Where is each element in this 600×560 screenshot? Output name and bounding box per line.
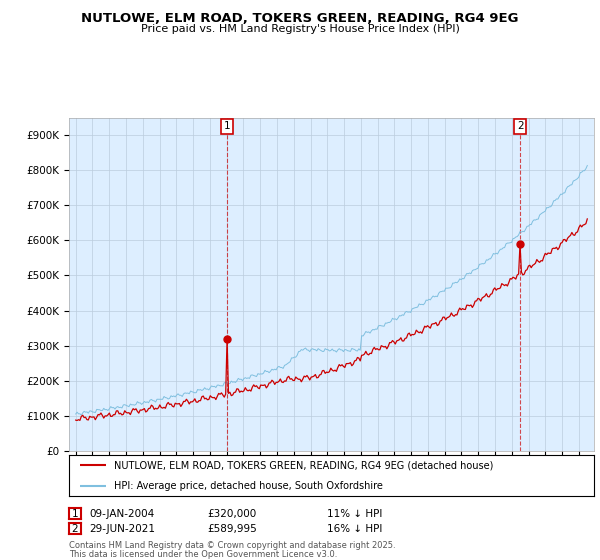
Text: 2: 2	[517, 121, 524, 131]
Text: £320,000: £320,000	[207, 508, 256, 519]
Text: £589,995: £589,995	[207, 524, 257, 534]
Text: Contains HM Land Registry data © Crown copyright and database right 2025.: Contains HM Land Registry data © Crown c…	[69, 542, 395, 550]
Text: NUTLOWE, ELM ROAD, TOKERS GREEN, READING, RG4 9EG: NUTLOWE, ELM ROAD, TOKERS GREEN, READING…	[81, 12, 519, 25]
Text: This data is licensed under the Open Government Licence v3.0.: This data is licensed under the Open Gov…	[69, 550, 337, 559]
Text: 09-JAN-2004: 09-JAN-2004	[89, 508, 155, 519]
Text: 2: 2	[71, 524, 79, 534]
Text: Price paid vs. HM Land Registry's House Price Index (HPI): Price paid vs. HM Land Registry's House …	[140, 24, 460, 34]
Text: 16% ↓ HPI: 16% ↓ HPI	[327, 524, 382, 534]
Text: HPI: Average price, detached house, South Oxfordshire: HPI: Average price, detached house, Sout…	[113, 480, 383, 491]
Text: 11% ↓ HPI: 11% ↓ HPI	[327, 508, 382, 519]
Text: 29-JUN-2021: 29-JUN-2021	[89, 524, 155, 534]
Text: 1: 1	[71, 508, 79, 519]
Text: 1: 1	[224, 121, 230, 131]
Text: NUTLOWE, ELM ROAD, TOKERS GREEN, READING, RG4 9EG (detached house): NUTLOWE, ELM ROAD, TOKERS GREEN, READING…	[113, 460, 493, 470]
